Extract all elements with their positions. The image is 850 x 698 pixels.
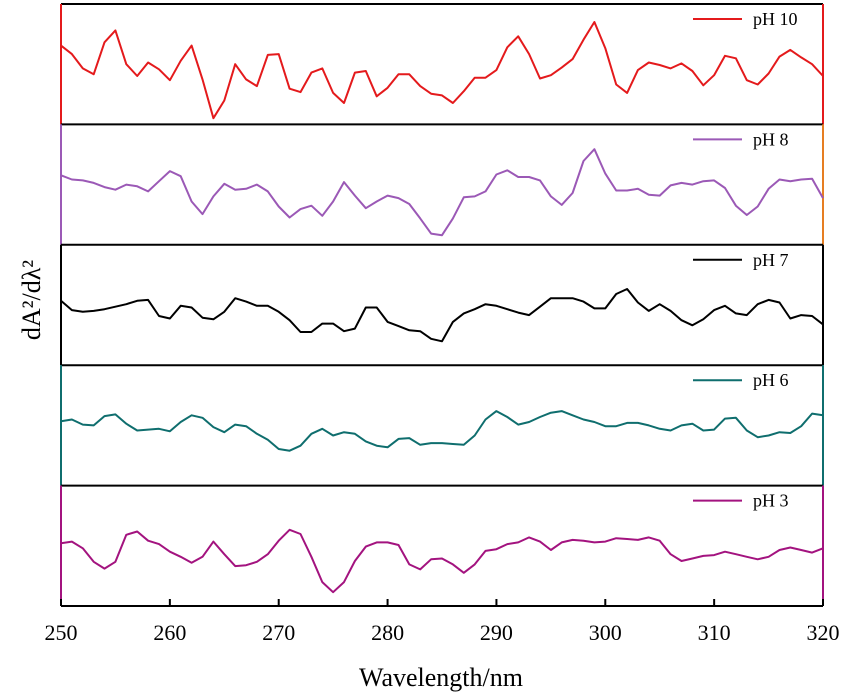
panels-group: pH 10 pH 8 pH 7 pH 6 pH 3 [60,3,824,607]
x-tick-label: 320 [807,620,840,645]
x-tick-label: 270 [262,620,295,645]
y-axis-title: dA²/dλ² [17,260,46,340]
series-line-ph6 [60,410,824,452]
panel-2: pH 8 [60,123,824,245]
x-tick-label: 310 [698,620,731,645]
series-line-ph10 [60,21,824,120]
x-tick-label: 300 [589,620,622,645]
panel-3: pH 7 [60,243,824,366]
x-tick-label: 250 [45,620,78,645]
series-line-ph8 [60,148,824,237]
panel-4: pH 6 [60,364,824,486]
x-tick-label: 290 [480,620,513,645]
x-tick-label: 260 [153,620,186,645]
series-line-ph7 [60,288,824,343]
legend-label: pH 7 [753,250,789,270]
panel-1: pH 10 [60,3,824,125]
legend-label: pH 8 [753,129,789,149]
panel-5: pH 3 [60,484,824,607]
x-axis: 250 260 270 280 290 300 310 320 [45,599,840,645]
x-axis-title: Wavelength/nm [359,663,523,692]
legend-label: pH 6 [753,370,789,390]
series-line-ph3 [60,528,824,594]
legend-label: pH 3 [753,491,789,511]
x-tick-label: 280 [371,620,404,645]
legend-label: pH 10 [753,9,798,29]
